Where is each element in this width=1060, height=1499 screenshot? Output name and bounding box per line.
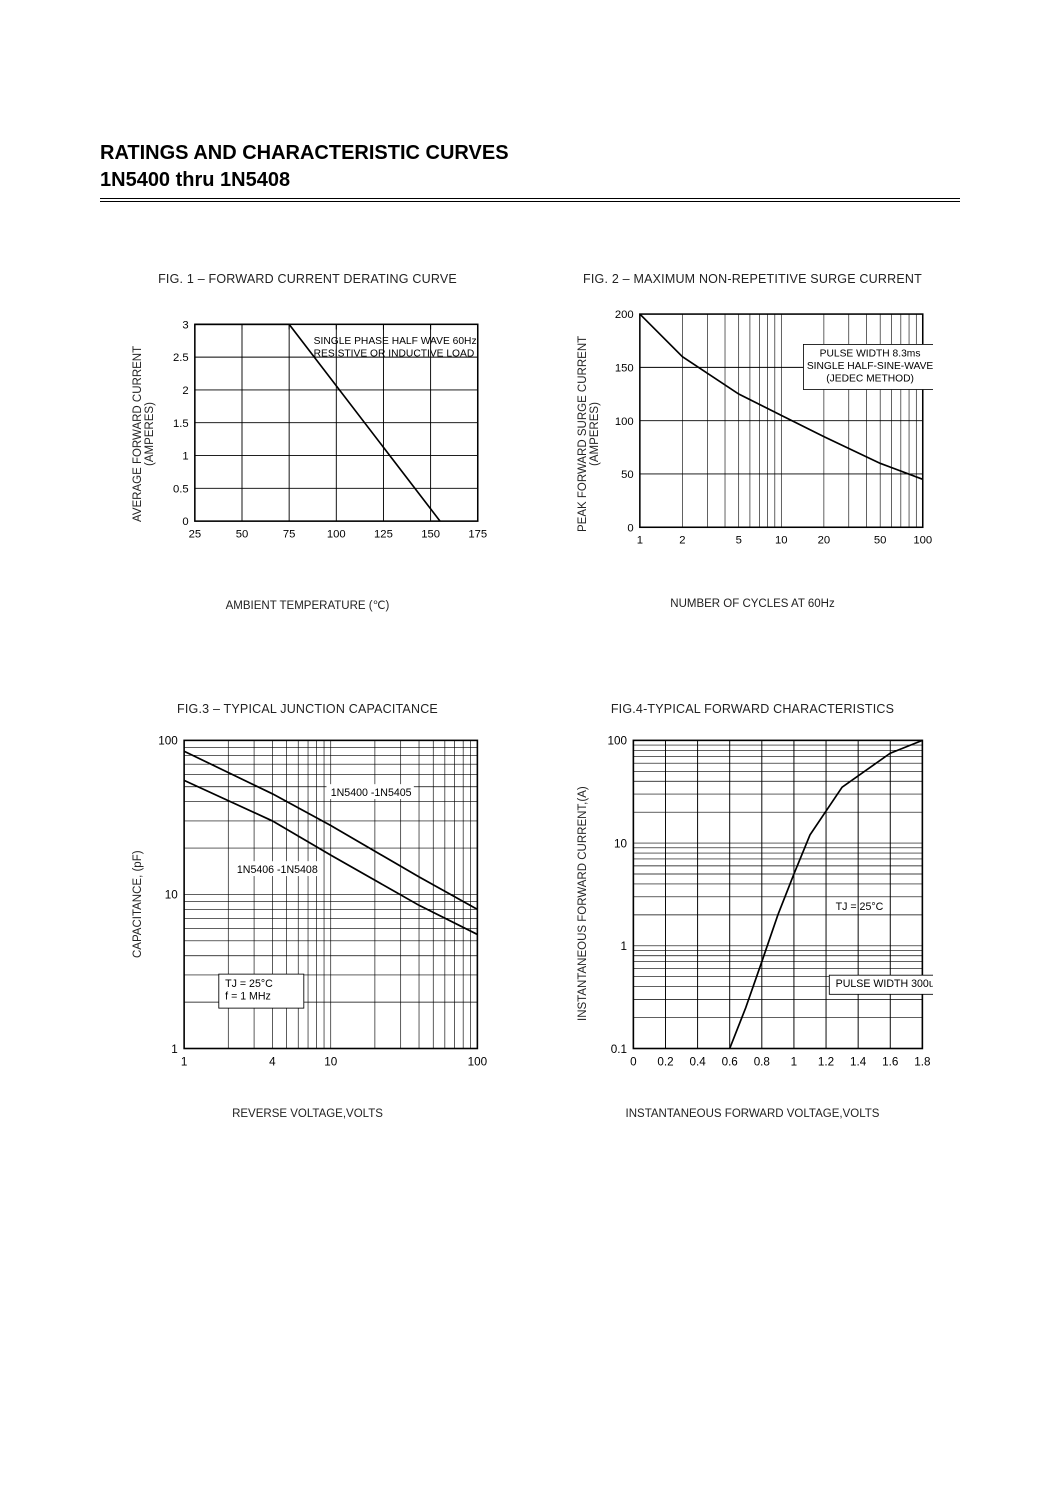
svg-text:f = 1 MHz: f = 1 MHz (225, 991, 271, 1003)
svg-text:PULSE WIDTH 300us: PULSE WIDTH 300us (835, 978, 932, 990)
svg-text:SINGLE PHASE HALF WAVE 60Hz: SINGLE PHASE HALF WAVE 60Hz (313, 336, 476, 347)
svg-text:175: 175 (468, 529, 487, 541)
svg-text:200: 200 (614, 309, 633, 321)
svg-text:SINGLE HALF-SINE-WAVE: SINGLE HALF-SINE-WAVE (806, 361, 932, 372)
svg-text:25: 25 (188, 529, 201, 541)
svg-text:0: 0 (627, 522, 633, 534)
charts-grid: FIG. 1 – FORWARD CURRENT DERATING CURVE … (100, 272, 960, 1120)
fig1-plot: 25 50 75 100 125 150 175 0 0.5 1 1.5 2 2.5 3 SINGLE PH… (160, 304, 488, 564)
svg-text:1: 1 (620, 940, 627, 953)
fig4-xlabel: INSTANTANEOUS FORWARD VOLTAGE,VOLTS (626, 1108, 880, 1120)
svg-text:10: 10 (614, 837, 627, 850)
svg-text:0.6: 0.6 (721, 1056, 737, 1069)
svg-text:1: 1 (182, 451, 188, 463)
svg-text:0: 0 (630, 1056, 637, 1069)
svg-text:50: 50 (621, 469, 634, 481)
fig3-ylabel: CAPACITANCE, (pF) (128, 734, 148, 1074)
fig2-xlabel: NUMBER OF CYCLES AT 60Hz (670, 598, 834, 610)
svg-text:1: 1 (171, 1043, 178, 1056)
svg-text:1N5406 -1N5408: 1N5406 -1N5408 (236, 864, 317, 876)
svg-text:150: 150 (421, 529, 440, 541)
svg-text:1: 1 (790, 1056, 797, 1069)
fig2-ylabel: PEAK FORWARD SURGE CURRENT (AMPERES) (573, 304, 605, 564)
svg-text:50: 50 (873, 535, 886, 547)
svg-text:2: 2 (182, 385, 188, 397)
svg-text:TJ = 25°C: TJ = 25°C (225, 978, 273, 990)
svg-text:2: 2 (679, 535, 685, 547)
header-title-line1: RATINGS AND CHARACTERISTIC CURVES (100, 140, 960, 167)
svg-text:0.4: 0.4 (689, 1056, 706, 1069)
svg-text:20: 20 (817, 535, 830, 547)
svg-text:1.2: 1.2 (817, 1056, 833, 1069)
svg-text:1.6: 1.6 (882, 1056, 898, 1069)
svg-text:0.2: 0.2 (657, 1056, 673, 1069)
svg-text:75: 75 (282, 529, 295, 541)
svg-text:10: 10 (164, 889, 177, 902)
svg-text:0.5: 0.5 (173, 483, 189, 495)
fig1-ylabel: AVERAGE FORWARD CURRENT (AMPERES) (128, 304, 160, 564)
fig4-title: FIG.4-TYPICAL FORWARD CHARACTERISTICS (611, 702, 894, 716)
svg-text:0.8: 0.8 (753, 1056, 769, 1069)
svg-text:10: 10 (775, 535, 788, 547)
page: RATINGS AND CHARACTERISTIC CURVES 1N5400… (0, 0, 1060, 1200)
svg-text:1.5: 1.5 (173, 418, 189, 430)
svg-text:2.5: 2.5 (173, 352, 189, 364)
svg-text:PULSE WIDTH 8.3ms: PULSE WIDTH 8.3ms (819, 349, 920, 360)
svg-text:TJ = 25°C: TJ = 25°C (835, 901, 883, 913)
fig3-xlabel: REVERSE VOLTAGE,VOLTS (232, 1108, 383, 1120)
header-title-line2: 1N5400 thru 1N5408 (100, 167, 960, 194)
fig3: FIG.3 – TYPICAL JUNCTION CAPACITANCE CAP… (100, 702, 515, 1120)
svg-text:0: 0 (182, 516, 188, 528)
svg-text:100: 100 (467, 1056, 487, 1069)
fig1: FIG. 1 – FORWARD CURRENT DERATING CURVE … (100, 272, 515, 612)
fig3-title: FIG.3 – TYPICAL JUNCTION CAPACITANCE (177, 702, 438, 716)
svg-text:10: 10 (324, 1056, 337, 1069)
fig2-plot: 1 2 5 10 20 50 100 0 50 100 150 200 PULSE WIDTH 8.3m… (605, 304, 933, 564)
svg-text:1: 1 (636, 535, 642, 547)
fig4-ylabel: INSTANTANEOUS FORWARD CURRENT,(A) (573, 734, 593, 1074)
fig3-plot: 1 4 10 100 1 10 100 1N5400 -1N5405 1N5406 -1N540… (148, 734, 488, 1074)
fig1-title: FIG. 1 – FORWARD CURRENT DERATING CURVE (158, 272, 457, 286)
fig4-plot: 0 0.2 0.4 0.6 0.8 1 1.2 1.4 1.6 1.8 0.1 1 10 100 TJ = … (593, 734, 933, 1074)
svg-text:RESISTIVE OR INDUCTIVE LOAD: RESISTIVE OR INDUCTIVE LOAD (313, 348, 474, 359)
svg-text:1.4: 1.4 (850, 1056, 867, 1069)
svg-text:1N5400 -1N5405: 1N5400 -1N5405 (330, 787, 411, 799)
svg-text:125: 125 (374, 529, 393, 541)
svg-text:1: 1 (180, 1056, 187, 1069)
svg-text:0.1: 0.1 (610, 1043, 626, 1056)
fig2: FIG. 2 – MAXIMUM NON-REPETITIVE SURGE CU… (545, 272, 960, 612)
svg-text:5: 5 (735, 535, 741, 547)
svg-text:(JEDEC METHOD): (JEDEC METHOD) (826, 373, 914, 384)
svg-text:150: 150 (614, 362, 633, 374)
fig2-title: FIG. 2 – MAXIMUM NON-REPETITIVE SURGE CU… (583, 272, 922, 286)
header: RATINGS AND CHARACTERISTIC CURVES 1N5400… (100, 140, 960, 202)
fig1-xlabel: AMBIENT TEMPERATURE (℃) (226, 598, 390, 612)
svg-text:50: 50 (235, 529, 248, 541)
svg-text:1.8: 1.8 (914, 1056, 930, 1069)
svg-text:100: 100 (913, 535, 932, 547)
svg-text:100: 100 (607, 735, 627, 748)
svg-text:100: 100 (158, 735, 178, 748)
svg-text:100: 100 (326, 529, 345, 541)
svg-text:4: 4 (269, 1056, 276, 1069)
fig4: FIG.4-TYPICAL FORWARD CHARACTERISTICS IN… (545, 702, 960, 1120)
svg-text:100: 100 (614, 416, 633, 428)
svg-text:3: 3 (182, 319, 188, 331)
